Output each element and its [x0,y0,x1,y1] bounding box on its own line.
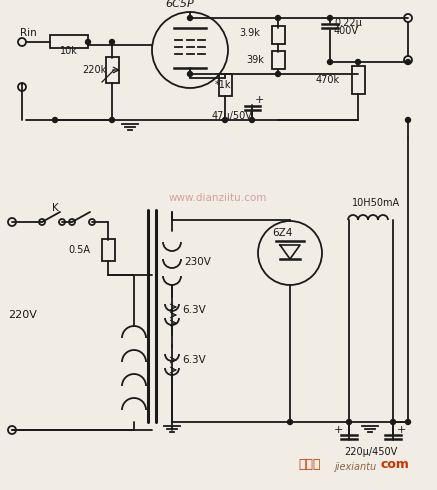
Bar [50,35,88,49]
Circle shape [406,59,410,65]
Circle shape [347,419,351,424]
Text: 10k: 10k [60,46,78,56]
Text: com: com [381,458,409,471]
Text: 47μ/50V: 47μ/50V [212,111,253,121]
Circle shape [86,40,90,45]
Bar [351,66,364,94]
Bar [271,26,284,44]
Circle shape [222,118,228,122]
Circle shape [356,59,361,65]
Bar [105,57,118,83]
Text: 220k: 220k [82,65,106,75]
Circle shape [275,16,281,21]
Text: *1k: *1k [215,80,231,90]
Circle shape [110,118,114,122]
Text: 3.9k: 3.9k [239,28,260,38]
Text: +: + [333,425,343,435]
Text: 220V: 220V [8,310,37,320]
Circle shape [110,40,114,45]
Text: 0.5A: 0.5A [68,245,90,255]
Circle shape [406,419,410,424]
Circle shape [52,118,58,122]
Text: 39k: 39k [246,55,264,65]
Circle shape [275,72,281,76]
Text: K: K [52,203,59,213]
Text: 0.22μ: 0.22μ [334,18,362,28]
Text: 400V: 400V [334,26,359,36]
Text: 10H50mA: 10H50mA [352,198,400,208]
Text: 470k: 470k [316,75,340,85]
Text: Rin: Rin [20,28,37,38]
Text: 230V: 230V [184,257,211,267]
Bar [101,239,114,261]
Text: 6.3V: 6.3V [182,355,206,365]
Circle shape [327,16,333,21]
Bar [218,74,232,96]
Text: 6Z4: 6Z4 [272,228,292,238]
Circle shape [250,118,254,122]
Text: +: + [255,95,264,105]
Text: 6C5P: 6C5P [166,0,194,9]
Circle shape [187,16,193,21]
Circle shape [406,118,410,122]
Text: +: + [397,425,406,435]
Text: 6.3V: 6.3V [182,305,206,315]
Text: 220μ/450V: 220μ/450V [344,447,398,457]
Text: www.dianziitu.com: www.dianziitu.com [169,193,267,203]
Text: 接线图: 接线图 [299,458,321,471]
Circle shape [288,419,292,424]
Text: jiexiantu: jiexiantu [334,462,376,472]
Circle shape [391,419,395,424]
Circle shape [187,72,193,76]
Bar [271,51,284,69]
Circle shape [327,59,333,65]
